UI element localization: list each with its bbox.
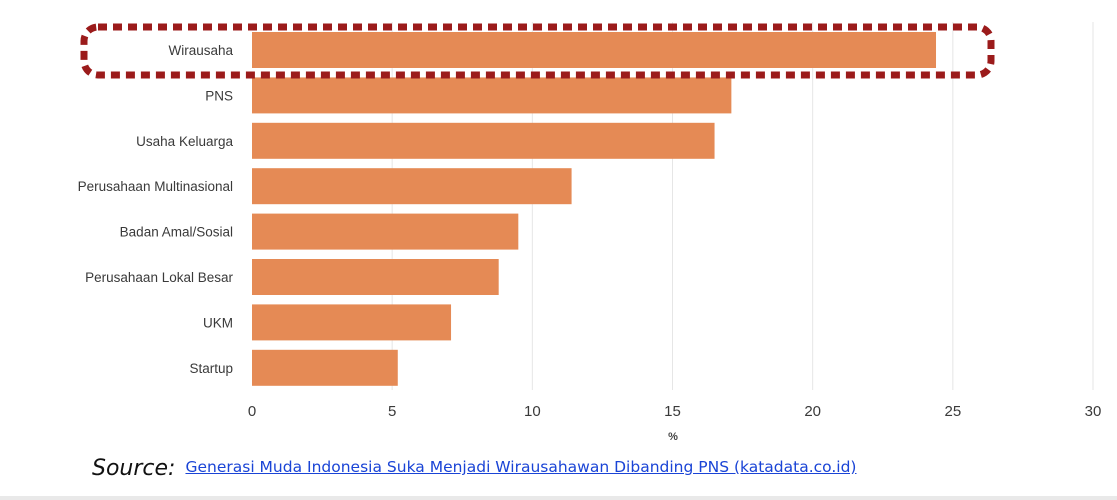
bars xyxy=(252,32,937,386)
bar-ukm xyxy=(252,304,452,341)
x-tick-labels: 0 5 10 15 20 25 30 xyxy=(248,403,1102,420)
category-labels: Wirausaha PNS Usaha Keluarga Perusahaan Mul… xyxy=(78,43,234,376)
bar-perusahaan-lokal-besar xyxy=(252,259,499,295)
source-link[interactable]: Generasi Muda Indonesia Suka Menjadi Wir… xyxy=(185,458,857,476)
category-label: Usaha Keluarga xyxy=(136,134,233,149)
highlight-box xyxy=(80,23,995,79)
x-axis-title: % xyxy=(668,431,678,443)
source-credit: Source: Generasi Muda Indonesia Suka Men… xyxy=(92,456,985,482)
category-label: Perusahaan Lokal Besar xyxy=(85,270,233,285)
category-label: UKM xyxy=(203,315,233,330)
x-tick-0: 0 xyxy=(248,403,256,420)
category-label: Badan Amal/Sosial xyxy=(120,225,233,240)
bar-perusahaan-multinasional xyxy=(252,168,572,205)
category-label: Startup xyxy=(189,361,233,376)
x-tick-10: 10 xyxy=(524,403,541,420)
x-tick-20: 20 xyxy=(804,403,821,420)
x-tick-5: 5 xyxy=(388,403,396,420)
bar-badan-amal-sosial xyxy=(252,213,519,250)
source-label: Source: xyxy=(92,456,176,481)
category-label: PNS xyxy=(205,88,233,103)
x-tick-15: 15 xyxy=(664,403,681,420)
bottom-divider xyxy=(0,496,1117,500)
x-tick-25: 25 xyxy=(944,403,961,420)
x-tick-30: 30 xyxy=(1085,403,1102,420)
bar-wirausaha xyxy=(252,32,937,68)
category-label: Wirausaha xyxy=(168,43,233,58)
bar-usaha-keluarga xyxy=(252,122,715,159)
bar-pns xyxy=(252,77,732,114)
bar-chart: Wirausaha PNS Usaha Keluarga Perusahaan Mul… xyxy=(78,22,1102,443)
category-label: Perusahaan Multinasional xyxy=(78,179,233,194)
bar-startup xyxy=(252,349,398,386)
